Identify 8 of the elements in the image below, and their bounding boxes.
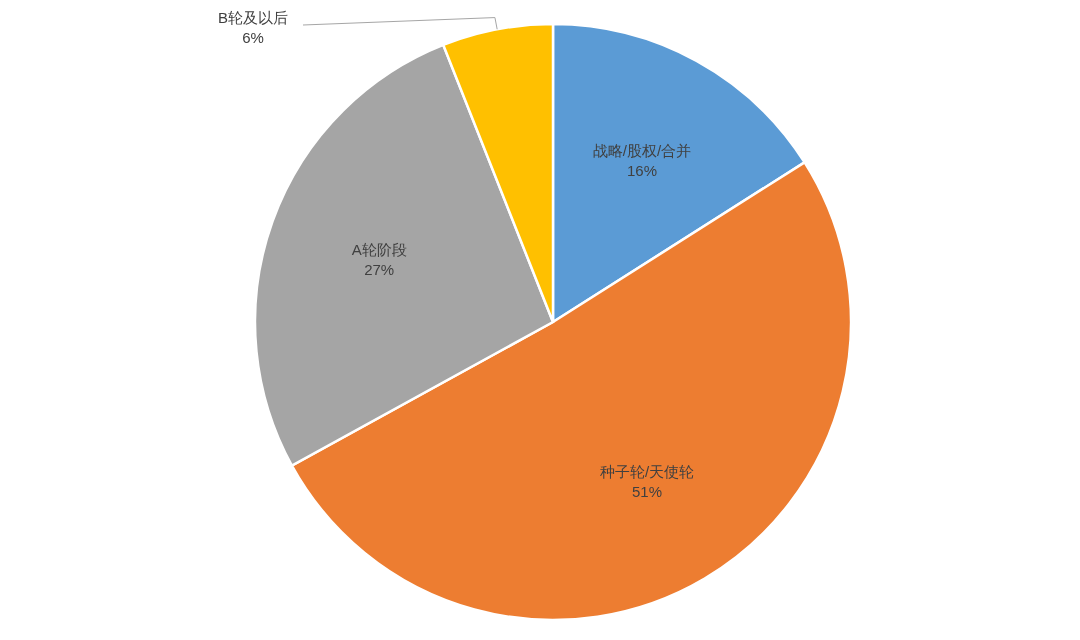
- data-label: 51%: [632, 483, 663, 501]
- slice-label: B轮及以后: [217, 9, 289, 26]
- slice-label: 战略/股权/合并: [592, 142, 692, 160]
- data-label: 27%: [364, 261, 395, 279]
- data-label: 6%: [242, 29, 264, 46]
- data-label: 16%: [626, 162, 658, 180]
- slice-label: A轮阶段: [351, 241, 407, 259]
- slice-label: 种子轮/天使轮: [599, 463, 695, 481]
